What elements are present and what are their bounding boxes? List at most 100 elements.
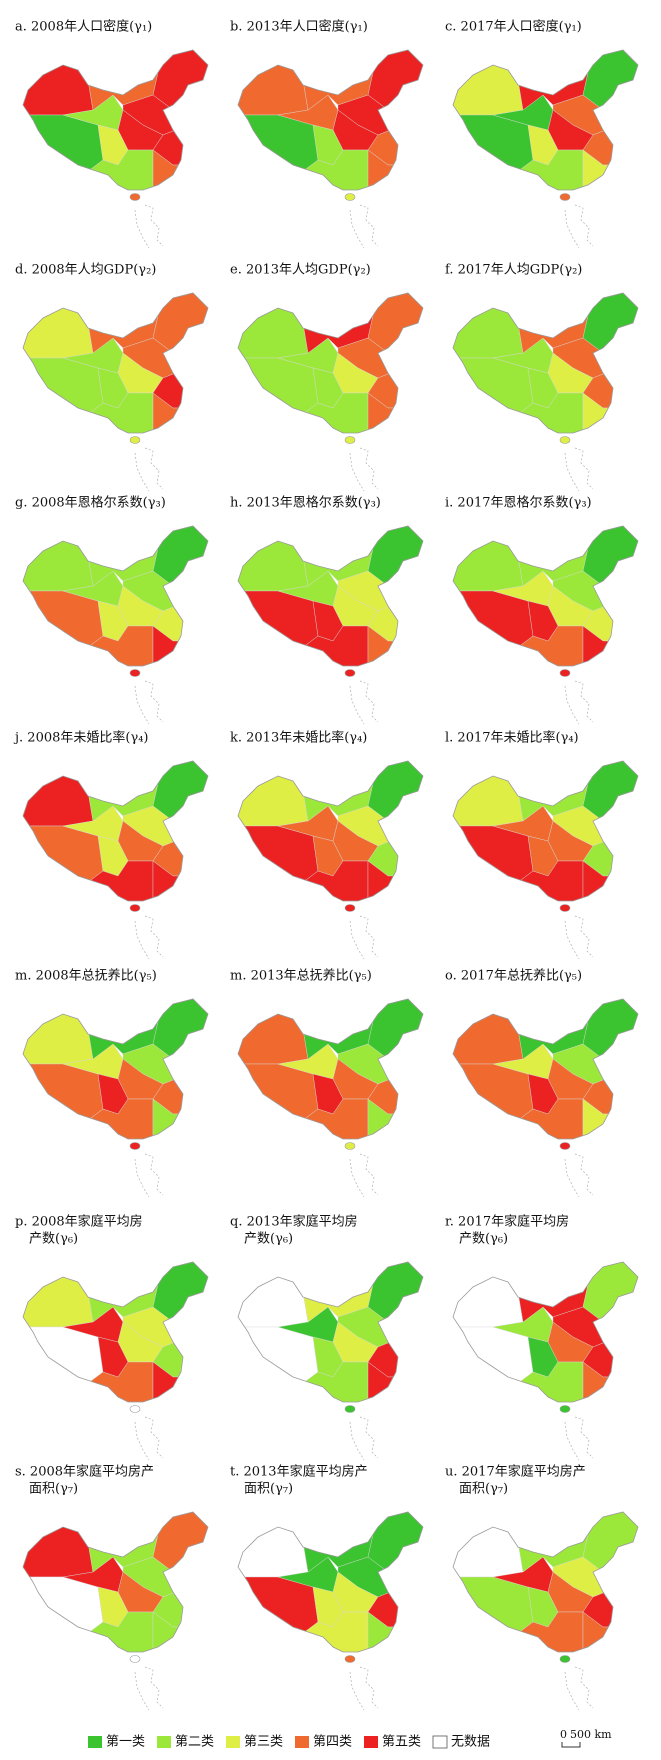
south-china-sea-islands [134, 920, 150, 960]
panel-title: 面积(γ₇) [29, 1482, 78, 1497]
legend-label: 第五类 [382, 1735, 421, 1750]
south-china-sea-islands [144, 915, 164, 958]
province-region [582, 526, 638, 587]
south-china-sea-islands [144, 447, 164, 490]
map-panel: o. 2017年总抚养比(γ₅) [445, 968, 639, 1198]
south-china-sea-islands [564, 920, 580, 960]
south-china-sea-islands [359, 1666, 379, 1709]
province-region [23, 293, 94, 359]
province-region [23, 761, 94, 827]
scale-bar-label: 500 km [570, 1728, 612, 1741]
south-china-sea-islands [349, 920, 365, 960]
province-region [453, 526, 524, 592]
province-region [23, 1512, 94, 1578]
legend-swatch [364, 1736, 378, 1748]
province-region [152, 50, 208, 111]
south-china-sea-islands [144, 204, 164, 247]
south-china-sea-islands [134, 452, 150, 492]
province-region [582, 50, 638, 111]
south-china-sea-islands [134, 1158, 150, 1198]
panel-title: e. 2013年人均GDP(γ₂) [230, 263, 371, 278]
province-region [238, 761, 309, 827]
panel-title: k. 2013年未婚比率(γ₄) [230, 730, 367, 746]
map-panel: d. 2008年人均GDP(γ₂) [15, 263, 209, 492]
china-map [452, 760, 639, 960]
south-china-sea-islands [349, 209, 365, 249]
china-map [237, 49, 424, 249]
country-outline [22, 49, 209, 191]
province-region [453, 50, 524, 116]
country-outline [237, 1511, 424, 1653]
map-panel: c. 2017年人口密度(γ₁) [445, 19, 639, 249]
map-panel: h. 2013年恩格尔系数(γ₃) [230, 495, 424, 725]
hainan [129, 1142, 141, 1150]
province-region [453, 1262, 524, 1328]
map-panel: m. 2013年总抚养比(γ₅) [230, 968, 424, 1198]
hainan [344, 1405, 356, 1413]
panel-title: o. 2017年总抚养比(γ₅) [445, 968, 582, 984]
panel-title: c. 2017年人口密度(γ₁) [445, 19, 582, 35]
provinces [23, 293, 208, 433]
hainan [344, 904, 356, 912]
country-outline [452, 525, 639, 667]
province-region [152, 293, 208, 354]
panel-title: g. 2008年恩格尔系数(γ₃) [15, 495, 166, 511]
country-outline [237, 292, 424, 434]
china-map [237, 1511, 424, 1711]
panel-title: m. 2013年总抚养比(γ₅) [230, 968, 372, 984]
province-region [582, 761, 638, 822]
country-outline [452, 292, 639, 434]
country-outline [237, 1261, 424, 1403]
legend-label: 第一类 [106, 1735, 145, 1750]
map-panel: j. 2008年未婚比率(γ₄) [13, 730, 209, 960]
china-map [452, 525, 639, 725]
map-panel: f. 2017年人均GDP(γ₂) [445, 263, 639, 492]
south-china-sea-islands [574, 447, 594, 490]
provinces [453, 1512, 638, 1652]
china-map [22, 292, 209, 492]
south-china-sea-islands [349, 1421, 365, 1461]
country-outline [22, 525, 209, 667]
panel-title: p. 2008年家庭平均房 [15, 1214, 143, 1230]
provinces [23, 1512, 208, 1652]
china-map [22, 525, 209, 725]
map-panel: m. 2008年总抚养比(γ₅) [15, 968, 209, 1198]
south-china-sea-islands [144, 1666, 164, 1709]
country-outline [452, 760, 639, 902]
panel-title: b. 2013年人口密度(γ₁) [230, 19, 368, 35]
panel-title: q. 2013年家庭平均房 [230, 1214, 358, 1230]
china-map [22, 1261, 209, 1461]
panel-title: m. 2008年总抚养比(γ₅) [15, 968, 157, 984]
legend-swatch [226, 1736, 240, 1748]
province-region [238, 999, 309, 1065]
panel-title: a. 2008年人口密度(γ₁) [15, 19, 152, 35]
country-outline [452, 1261, 639, 1403]
province-region [152, 526, 208, 587]
south-china-sea-islands [564, 685, 580, 725]
south-china-sea-islands [359, 1416, 379, 1459]
provinces [238, 526, 423, 666]
south-china-sea-islands [144, 680, 164, 723]
south-china-sea-islands [564, 1158, 580, 1198]
country-outline [22, 1511, 209, 1653]
hainan [344, 436, 356, 444]
south-china-sea-islands [349, 452, 365, 492]
china-map [237, 525, 424, 725]
south-china-sea-islands [349, 685, 365, 725]
hainan [559, 1405, 571, 1413]
hainan [559, 904, 571, 912]
province-region [367, 50, 423, 111]
province-region [367, 1262, 423, 1323]
south-china-sea-islands [134, 1671, 150, 1711]
provinces [453, 293, 638, 433]
province-region [23, 50, 94, 116]
country-outline [452, 998, 639, 1140]
hainan [129, 1655, 141, 1663]
china-map [452, 1261, 639, 1461]
legend-swatch [88, 1736, 102, 1748]
